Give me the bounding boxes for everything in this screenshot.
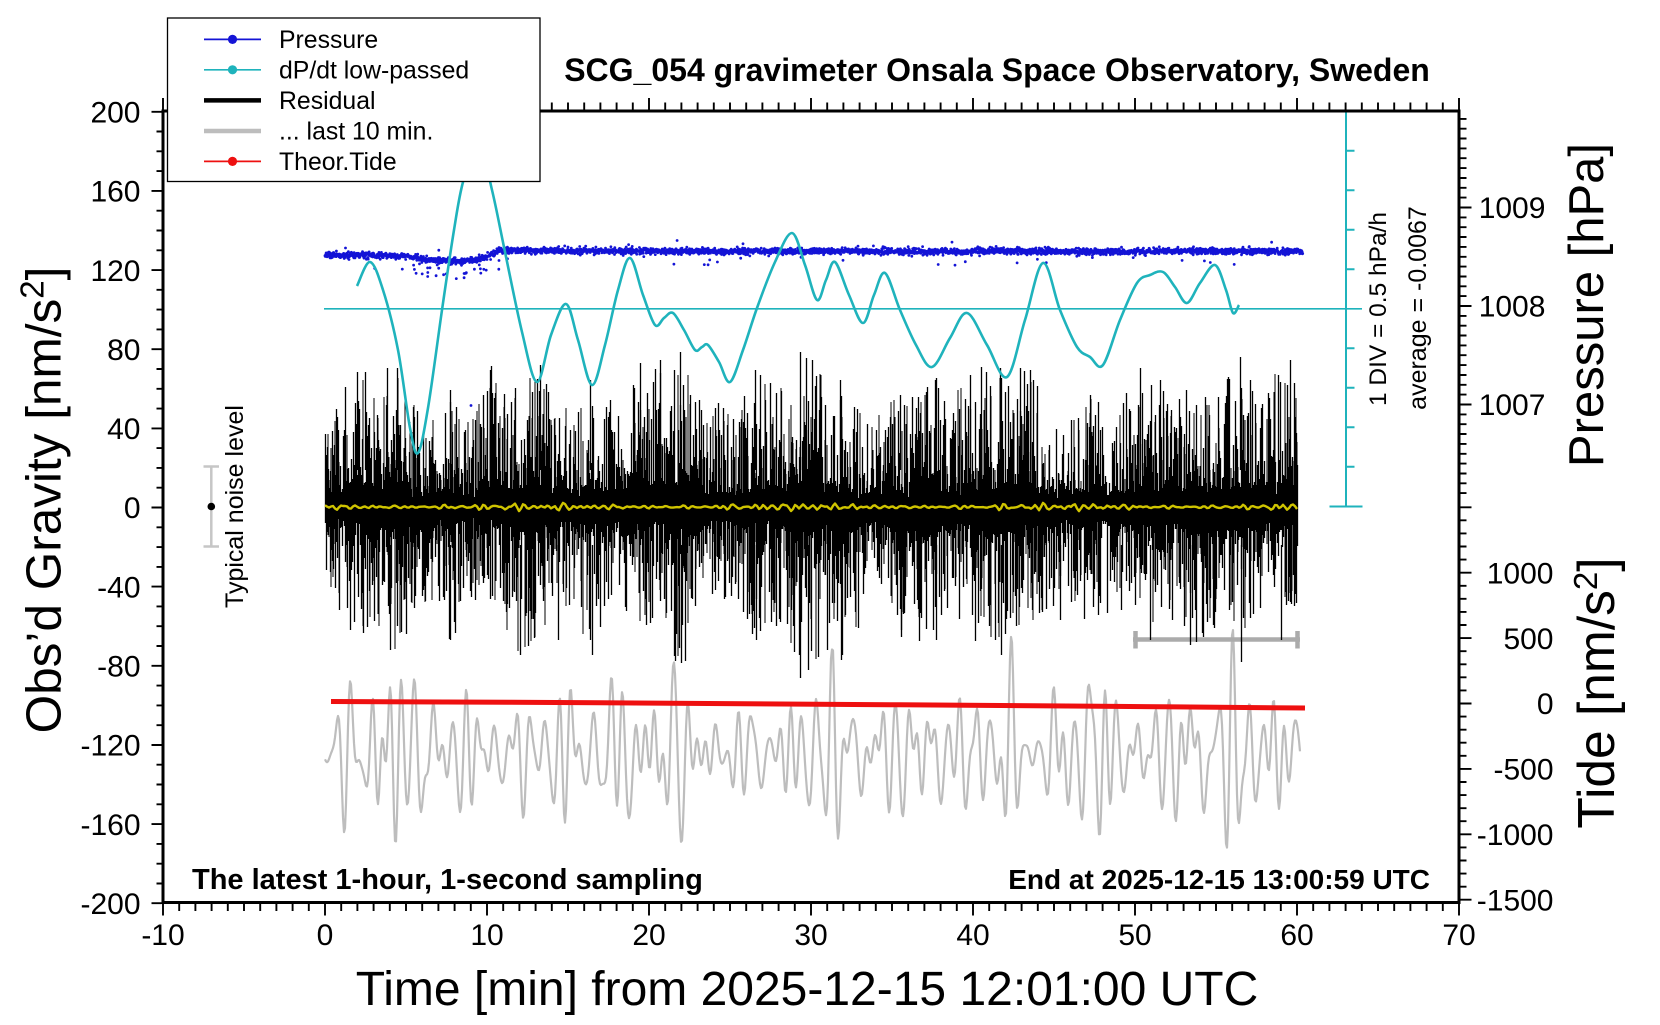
svg-text:Typical noise level: Typical noise level	[221, 405, 249, 608]
svg-text:10: 10	[470, 919, 503, 952]
svg-text:0: 0	[124, 492, 141, 525]
svg-text:-500: -500	[1493, 754, 1553, 787]
svg-text:0: 0	[317, 919, 334, 952]
svg-text:1 DIV = 0.5 hPa/h: 1 DIV = 0.5 hPa/h	[1365, 212, 1392, 406]
svg-text:-40: -40	[97, 571, 140, 604]
svg-text:SCG_054 gravimeter Onsala Spac: SCG_054 gravimeter Onsala Space Observat…	[564, 52, 1430, 88]
svg-text:-120: -120	[80, 730, 140, 763]
svg-text:Obs’d Gravity [nm/s2]: Obs’d Gravity [nm/s2]	[14, 267, 72, 734]
svg-text:30: 30	[794, 919, 827, 952]
svg-text:-80: -80	[97, 651, 140, 684]
svg-text:average = -0.0067: average = -0.0067	[1404, 206, 1432, 410]
svg-text:200: 200	[90, 97, 140, 130]
svg-text:50: 50	[1118, 919, 1151, 952]
svg-text:-1000: -1000	[1477, 819, 1554, 852]
svg-text:Tide [nm/s2]: Tide [nm/s2]	[1567, 557, 1625, 828]
svg-text:Theor.Tide: Theor.Tide	[279, 149, 397, 176]
svg-text:20: 20	[632, 919, 665, 952]
svg-text:1008: 1008	[1479, 291, 1546, 324]
svg-text:70: 70	[1442, 919, 1475, 952]
svg-text:1000: 1000	[1487, 557, 1554, 590]
svg-text:1009: 1009	[1479, 192, 1546, 225]
svg-text:... last 10 min.: ... last 10 min.	[279, 119, 433, 146]
svg-text:-160: -160	[80, 809, 140, 842]
svg-text:500: 500	[1503, 623, 1553, 656]
svg-text:1007: 1007	[1479, 389, 1546, 422]
svg-text:40: 40	[956, 919, 989, 952]
svg-text:0: 0	[1537, 688, 1554, 721]
svg-text:-1500: -1500	[1477, 884, 1554, 917]
svg-text:Residual: Residual	[279, 88, 376, 115]
svg-text:160: 160	[90, 176, 140, 209]
svg-text:40: 40	[107, 413, 140, 446]
svg-text:The latest 1-hour, 1-second sa: The latest 1-hour, 1-second sampling	[192, 864, 703, 896]
svg-text:60: 60	[1280, 919, 1313, 952]
svg-text:120: 120	[90, 255, 140, 288]
svg-text:-200: -200	[80, 888, 140, 921]
svg-text:Pressure [hPa]: Pressure [hPa]	[1560, 143, 1614, 467]
svg-text:End at 2025-12-15 13:00:59 UTC: End at 2025-12-15 13:00:59 UTC	[1008, 864, 1430, 895]
svg-text:dP/dt low-passed: dP/dt low-passed	[279, 58, 469, 85]
svg-text:Pressure: Pressure	[279, 27, 378, 54]
svg-text:-10: -10	[141, 919, 184, 952]
svg-text:Time [min] from 2025-12-15 12:: Time [min] from 2025-12-15 12:01:00 UTC	[356, 963, 1259, 1016]
svg-text:80: 80	[107, 334, 140, 367]
